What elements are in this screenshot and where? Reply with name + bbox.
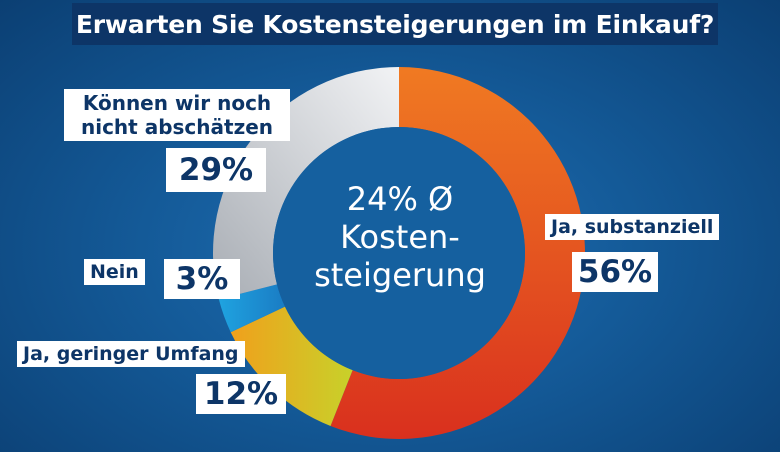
slice-label-ja-geringer-umfang: Ja, geringer Umfang — [17, 341, 245, 367]
slice-label-nicht-abschaetzen-text: Können wir noch nicht abschätzen — [80, 91, 274, 139]
slice-ja-geringer-umfang — [230, 306, 353, 426]
center-label-line-2: Kosten- — [340, 218, 460, 256]
chart-title-box: Erwarten Sie Kostensteigerungen im Einka… — [72, 3, 718, 45]
donut-hole — [273, 127, 525, 379]
slice-ja-substanziell — [330, 67, 586, 439]
slice-value-nicht-abschaetzen: 29% — [166, 148, 266, 192]
slice-label-nein: Nein — [84, 259, 145, 285]
slice-label-nicht-abschaetzen: Können wir noch nicht abschätzen — [64, 89, 290, 141]
slice-value-ja-geringer-umfang: 12% — [196, 374, 286, 414]
slice-label-ja-substanziell: Ja, substanziell — [545, 214, 720, 240]
center-label-line-1: 24% Ø — [346, 180, 454, 218]
slice-value-ja-substanziell: 56% — [572, 252, 658, 292]
slice-nicht-abschaetzen — [213, 67, 399, 300]
center-label-line-3: steigerung — [314, 256, 486, 294]
chart-title: Erwarten Sie Kostensteigerungen im Einka… — [75, 9, 715, 39]
center-label: 24% Ø Kosten- steigerung — [300, 180, 500, 294]
slice-value-nein: 3% — [164, 259, 240, 299]
